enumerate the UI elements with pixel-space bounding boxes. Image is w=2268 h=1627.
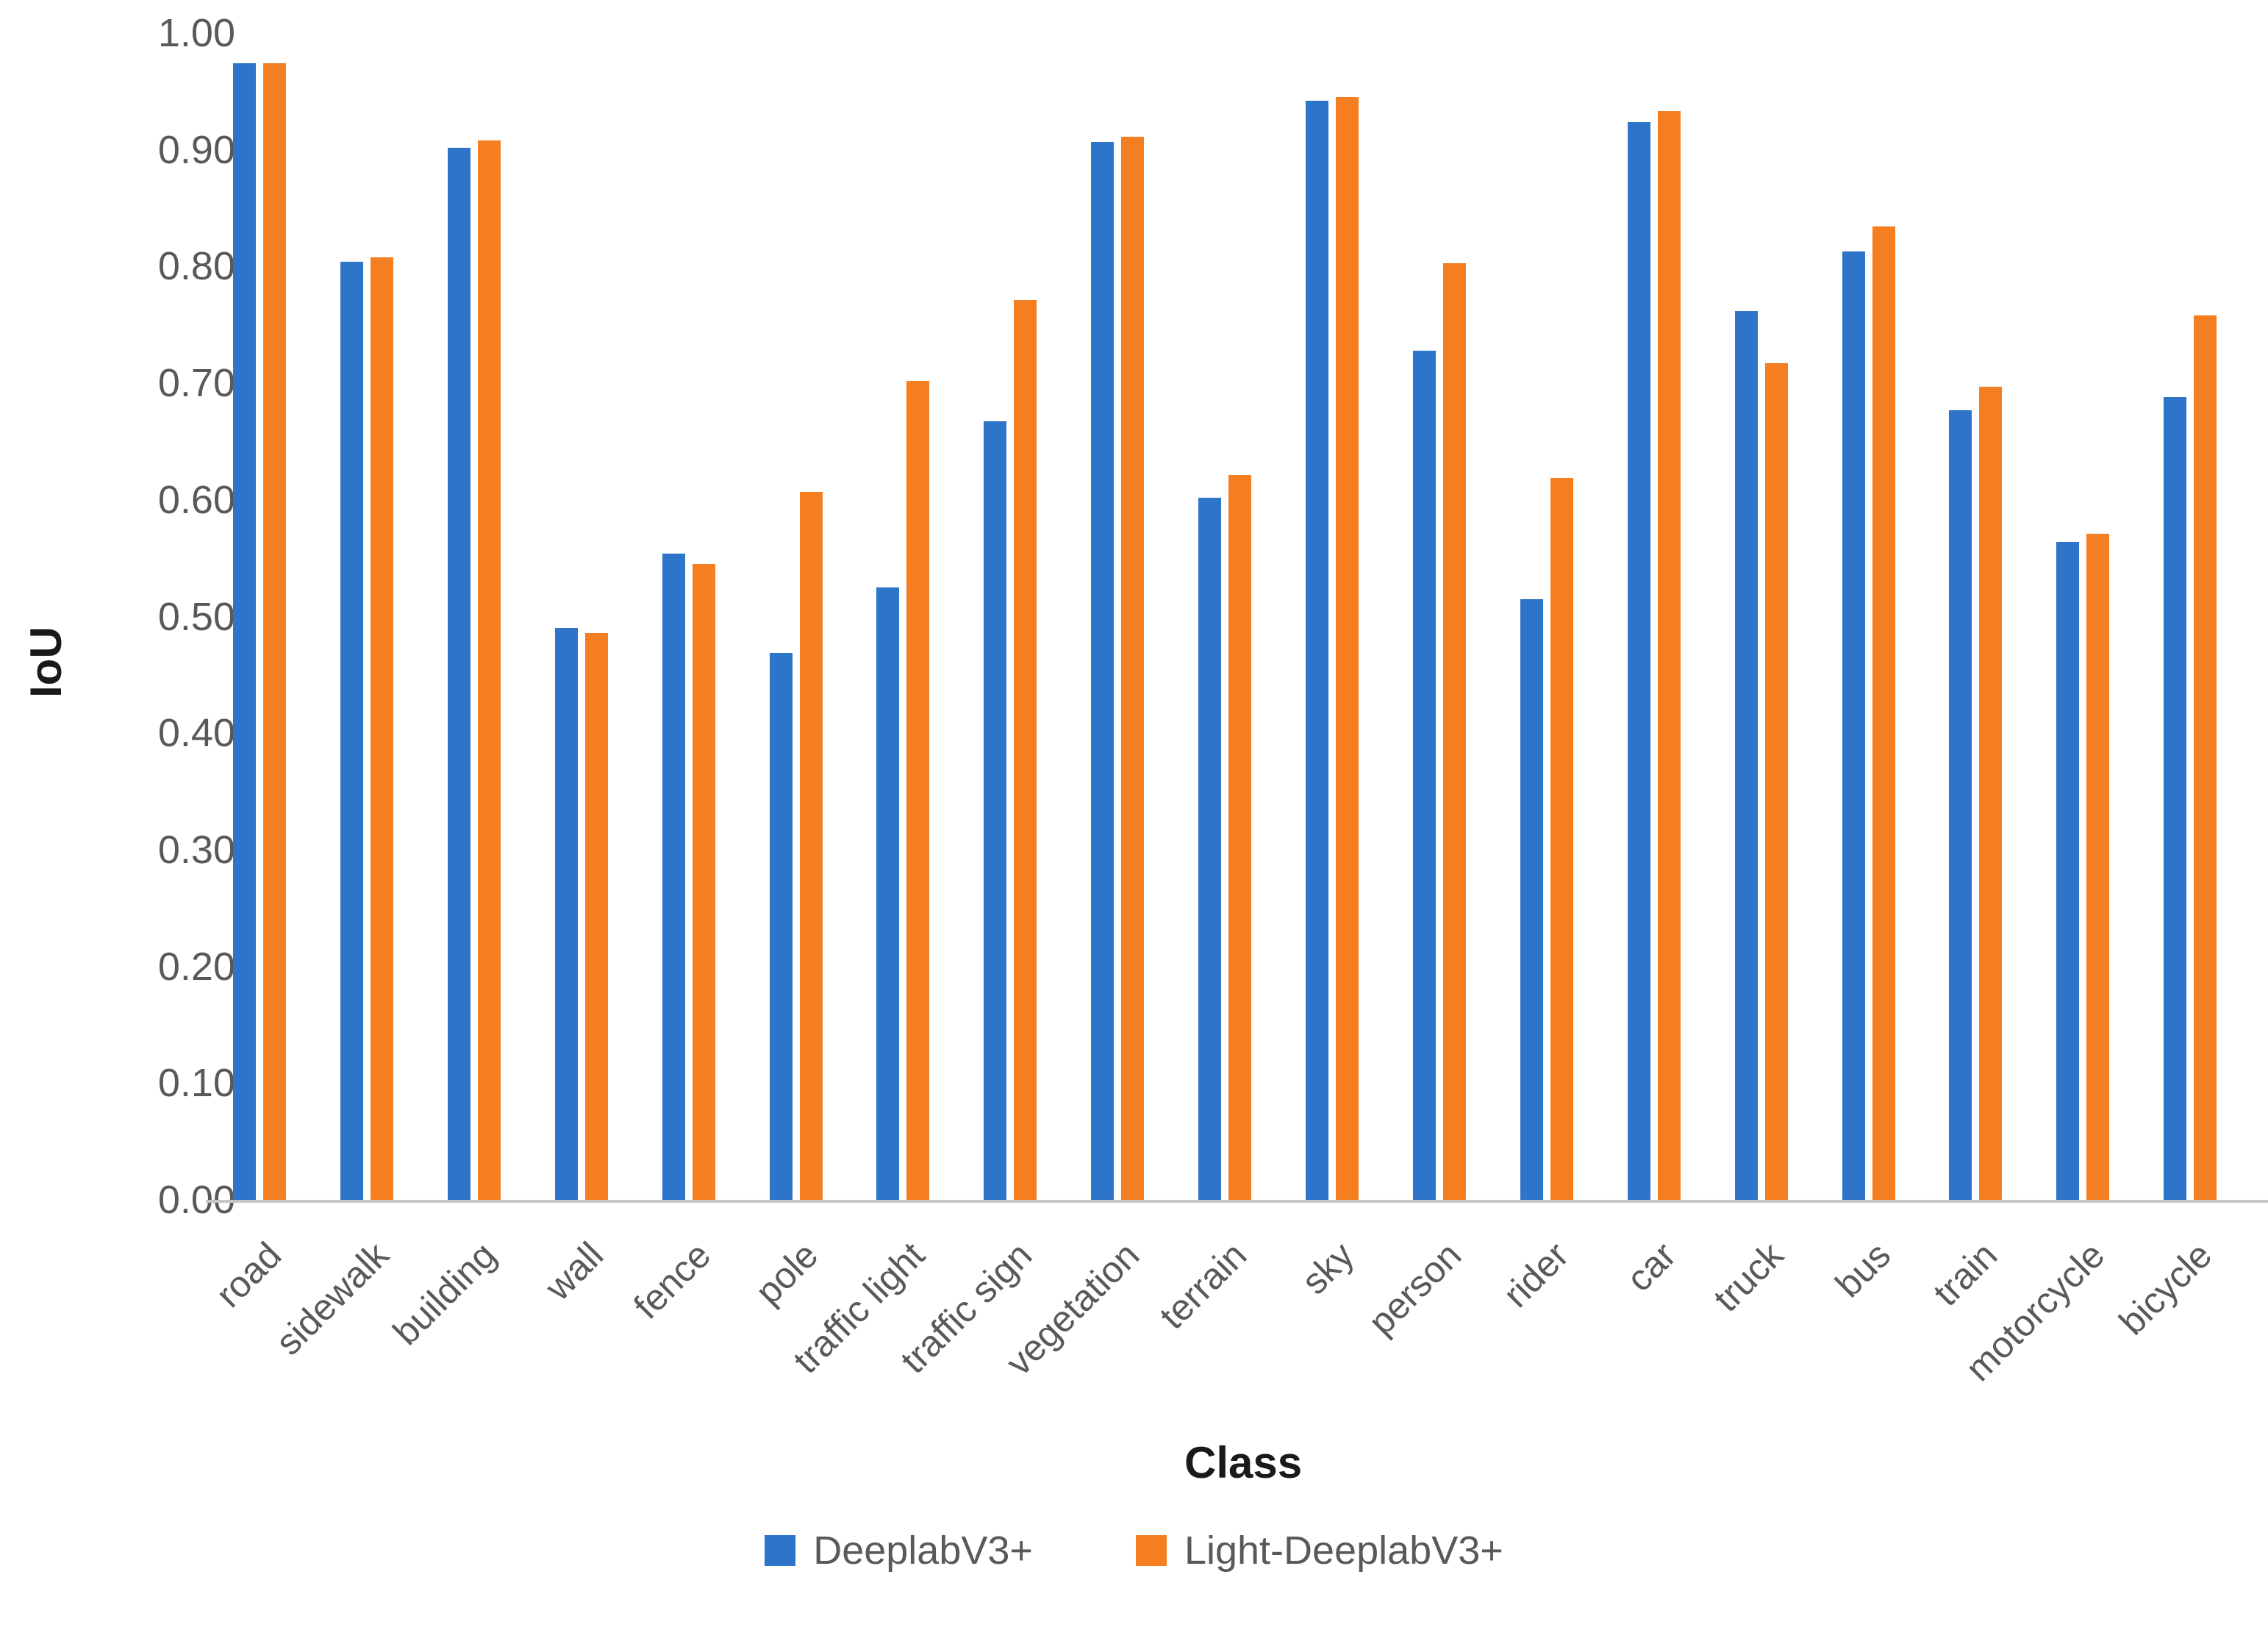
bar-light-deeplabv3--car [1658, 111, 1681, 1200]
y-tick-label: 0.60 [157, 477, 235, 522]
bar-light-deeplabv3--road [263, 63, 286, 1200]
bar-deeplabv3--building [448, 148, 471, 1200]
bar-light-deeplabv3--wall [585, 633, 608, 1200]
y-tick-label: 0.80 [157, 244, 235, 289]
legend-swatch-orange-icon [1135, 1535, 1167, 1566]
bar-light-deeplabv3--rider [1550, 478, 1573, 1200]
bar-deeplabv3--bus [1842, 251, 1865, 1200]
y-tick-label: 0.20 [157, 944, 235, 989]
bar-light-deeplabv3--train [1979, 387, 2002, 1200]
bar-light-deeplabv3--motorcycle [2086, 534, 2109, 1200]
bar-deeplabv3--person [1413, 351, 1436, 1200]
bar-light-deeplabv3--pole [800, 492, 823, 1200]
bar-deeplabv3--rider [1520, 599, 1543, 1200]
bar-deeplabv3--train [1949, 410, 1972, 1200]
bar-deeplabv3--wall [555, 628, 578, 1200]
bar-deeplabv3--vegetation [1091, 142, 1114, 1200]
bar-deeplabv3--traffic-sign [984, 421, 1006, 1200]
y-tick-label: 0.50 [157, 594, 235, 639]
bar-deeplabv3--fence [662, 554, 685, 1200]
bar-light-deeplabv3--bus [1872, 226, 1895, 1200]
legend-item: DeeplabV3+ [765, 1528, 1033, 1573]
bar-light-deeplabv3--traffic-light [906, 381, 929, 1200]
y-tick-label: 0.40 [157, 711, 235, 756]
bar-deeplabv3--road [233, 63, 256, 1200]
bar-deeplabv3--bicycle [2164, 397, 2186, 1200]
bar-light-deeplabv3--truck [1765, 363, 1788, 1200]
legend: DeeplabV3+ Light-DeeplabV3+ [0, 1528, 2268, 1573]
bar-deeplabv3--sidewalk [340, 262, 363, 1200]
y-axis-title: IoU [21, 626, 71, 698]
y-tick-label: 0.90 [157, 127, 235, 172]
bar-deeplabv3--motorcycle [2056, 542, 2079, 1200]
x-axis-title: Class [1184, 1438, 1303, 1487]
bar-deeplabv3--truck [1735, 311, 1758, 1200]
bar-deeplabv3--traffic-light [876, 587, 899, 1200]
bar-deeplabv3--sky [1306, 101, 1328, 1200]
y-tick-label: 0.30 [157, 827, 235, 872]
bar-light-deeplabv3--bicycle [2194, 315, 2217, 1200]
bar-light-deeplabv3--person [1443, 263, 1466, 1200]
bar-light-deeplabv3--fence [693, 564, 715, 1200]
bar-light-deeplabv3--vegetation [1121, 137, 1144, 1200]
bar-light-deeplabv3--traffic-sign [1014, 300, 1037, 1200]
bar-deeplabv3--car [1628, 122, 1650, 1200]
y-tick-label: 0.70 [157, 361, 235, 406]
bar-deeplabv3--pole [770, 653, 793, 1200]
bar-deeplabv3--terrain [1198, 498, 1221, 1200]
y-tick-label: 0.10 [157, 1061, 235, 1106]
bar-light-deeplabv3--terrain [1228, 475, 1251, 1200]
legend-swatch-blue-icon [765, 1535, 796, 1566]
bar-light-deeplabv3--sky [1336, 97, 1359, 1200]
legend-label: DeeplabV3+ [813, 1528, 1033, 1573]
legend-label: Light-DeeplabV3+ [1184, 1528, 1503, 1573]
y-tick-label: 0.00 [157, 1178, 235, 1222]
x-axis-line [206, 1200, 2268, 1203]
legend-item: Light-DeeplabV3+ [1135, 1528, 1503, 1573]
y-tick-label: 1.00 [157, 11, 235, 55]
bar-light-deeplabv3--building [478, 140, 501, 1200]
bar-light-deeplabv3--sidewalk [371, 257, 393, 1200]
